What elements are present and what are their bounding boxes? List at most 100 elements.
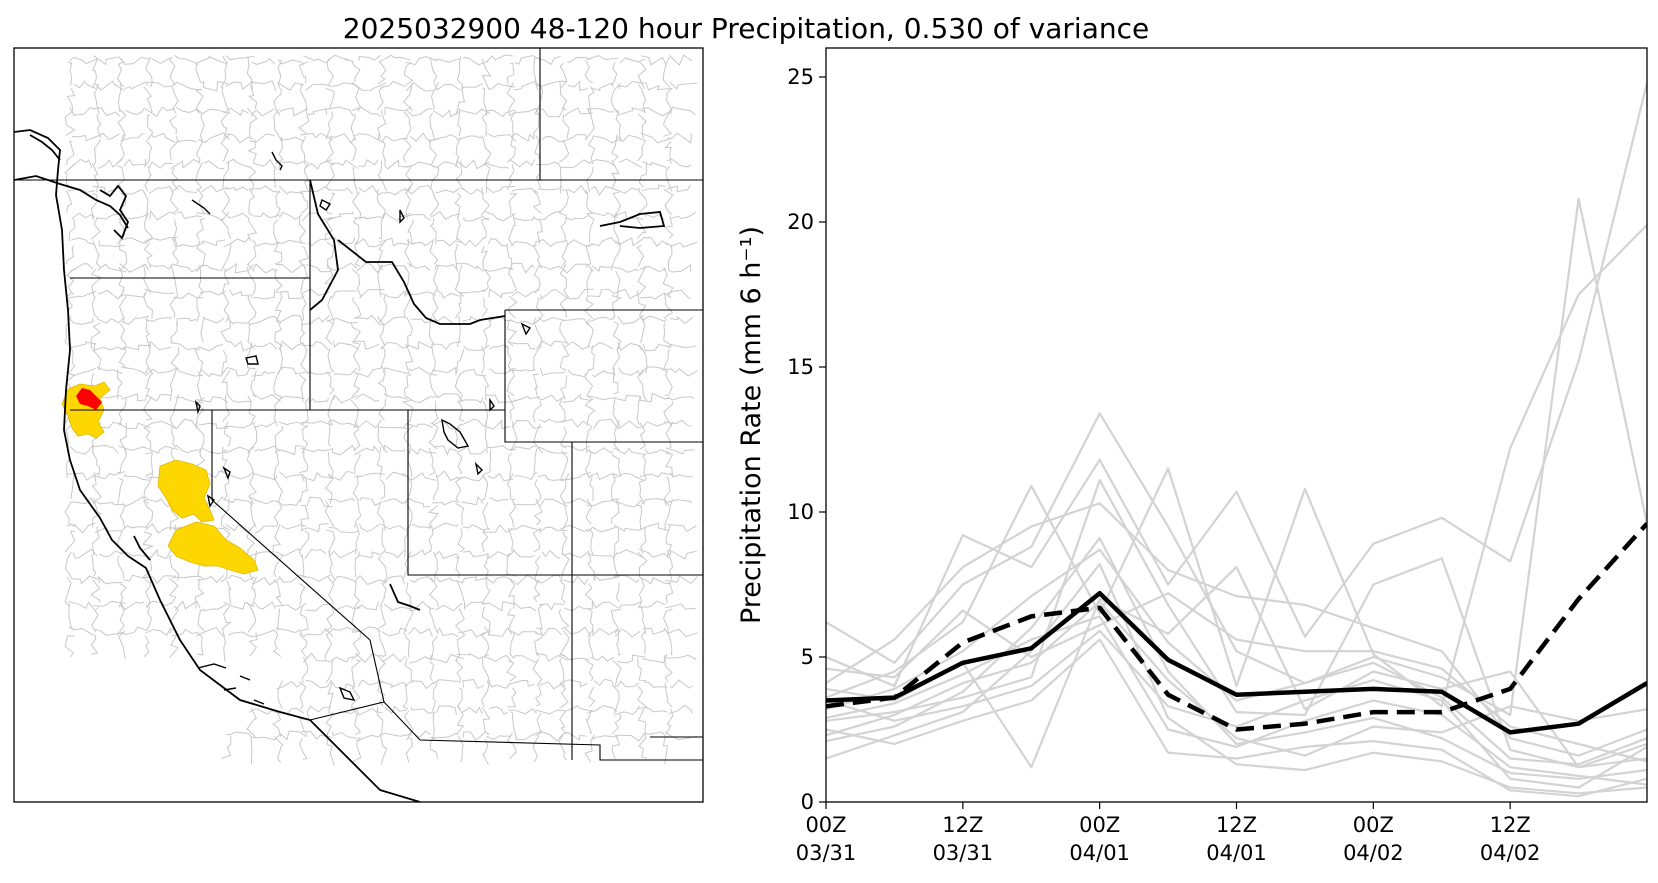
basin-line bbox=[64, 501, 76, 527]
basin-line bbox=[461, 495, 484, 506]
basin-line bbox=[148, 340, 172, 351]
basin-line bbox=[120, 366, 149, 375]
basin-line bbox=[352, 218, 360, 246]
basin-line bbox=[151, 132, 176, 143]
basin-line bbox=[637, 576, 645, 609]
basin-line bbox=[637, 708, 647, 738]
basin-line bbox=[246, 450, 254, 476]
basin-line bbox=[120, 525, 149, 532]
basin-line bbox=[642, 315, 667, 323]
basin-line bbox=[510, 445, 536, 452]
series-layer bbox=[826, 82, 1647, 798]
basin-line bbox=[563, 497, 592, 506]
basin-line bbox=[561, 241, 569, 268]
basin-line bbox=[639, 345, 648, 374]
basin-line bbox=[69, 106, 95, 116]
basin-line bbox=[145, 627, 172, 637]
basin-line bbox=[430, 81, 440, 110]
basin-line bbox=[151, 548, 172, 560]
basin-line bbox=[276, 680, 302, 690]
basin-line bbox=[325, 87, 335, 110]
basin-line bbox=[276, 498, 302, 506]
basin-line bbox=[145, 56, 153, 88]
basin-line bbox=[644, 448, 670, 455]
basin-line bbox=[278, 211, 302, 221]
basin-line bbox=[173, 219, 178, 241]
basin-line bbox=[144, 166, 152, 192]
y-tick-label: 5 bbox=[801, 645, 814, 669]
basin-line bbox=[668, 54, 693, 66]
basin-line bbox=[255, 525, 275, 534]
basin-line bbox=[121, 393, 147, 402]
basin-line bbox=[589, 342, 614, 350]
basin-line bbox=[533, 579, 541, 603]
basin-line bbox=[664, 655, 673, 683]
basin-line bbox=[480, 245, 488, 268]
basin-line bbox=[301, 288, 330, 296]
basin-line bbox=[92, 498, 103, 528]
basin-line bbox=[559, 342, 570, 372]
basin-line bbox=[455, 137, 461, 168]
basin-line bbox=[486, 449, 492, 475]
x-tick-label-date: 04/02 bbox=[1480, 841, 1541, 865]
basin-line bbox=[380, 80, 407, 88]
basin-line bbox=[507, 345, 514, 374]
basin-line bbox=[665, 498, 693, 504]
basin-line bbox=[564, 263, 595, 274]
basin-line bbox=[148, 161, 173, 169]
basin-line bbox=[429, 190, 440, 216]
basin-line bbox=[488, 316, 513, 322]
basin-line bbox=[666, 550, 674, 582]
basin-line bbox=[592, 600, 619, 609]
basin-line bbox=[171, 237, 179, 265]
basin-line bbox=[300, 186, 331, 193]
basin-line bbox=[436, 239, 463, 247]
basin-line bbox=[325, 473, 334, 504]
basin-line bbox=[280, 524, 306, 530]
basin-line bbox=[637, 685, 648, 710]
basin-line bbox=[118, 345, 127, 369]
basin-line bbox=[669, 472, 693, 478]
basin-line bbox=[562, 531, 568, 556]
basin-line bbox=[431, 522, 459, 531]
basin-line bbox=[406, 219, 414, 245]
basin-line bbox=[480, 217, 490, 239]
basin-line bbox=[117, 447, 127, 473]
basin-line bbox=[298, 681, 307, 710]
basin-line bbox=[90, 554, 97, 577]
basin-line bbox=[64, 163, 75, 190]
basin-line bbox=[588, 345, 595, 371]
basin-line bbox=[590, 655, 614, 662]
basin-line bbox=[539, 367, 566, 376]
basin-line bbox=[300, 341, 329, 351]
basin-line bbox=[567, 80, 589, 92]
basin-line bbox=[485, 186, 516, 194]
basin-line bbox=[201, 184, 228, 193]
basin-line bbox=[248, 474, 257, 505]
basin-line bbox=[514, 55, 540, 65]
basin-line bbox=[353, 601, 380, 611]
basin-line bbox=[481, 529, 489, 553]
coastline bbox=[14, 129, 666, 802]
basin-line bbox=[559, 682, 569, 709]
basin-line bbox=[508, 266, 517, 292]
basin-line bbox=[644, 706, 668, 713]
basin-line bbox=[462, 731, 486, 742]
basin-line bbox=[195, 396, 229, 404]
basin-line bbox=[641, 184, 666, 192]
basin-line bbox=[538, 603, 565, 611]
basin-line bbox=[248, 166, 257, 192]
basin-line bbox=[143, 242, 153, 268]
basin-line bbox=[119, 238, 128, 271]
basin-line bbox=[403, 61, 414, 86]
basin-line bbox=[559, 579, 566, 604]
basin-line bbox=[668, 704, 694, 715]
basin-line bbox=[327, 295, 335, 324]
basin-line bbox=[534, 135, 541, 163]
basin-line bbox=[663, 241, 673, 270]
basin-line bbox=[325, 236, 356, 246]
basin-line bbox=[377, 239, 387, 271]
basin-line bbox=[614, 528, 620, 557]
basin-line bbox=[225, 80, 254, 91]
basin-line bbox=[617, 499, 644, 508]
